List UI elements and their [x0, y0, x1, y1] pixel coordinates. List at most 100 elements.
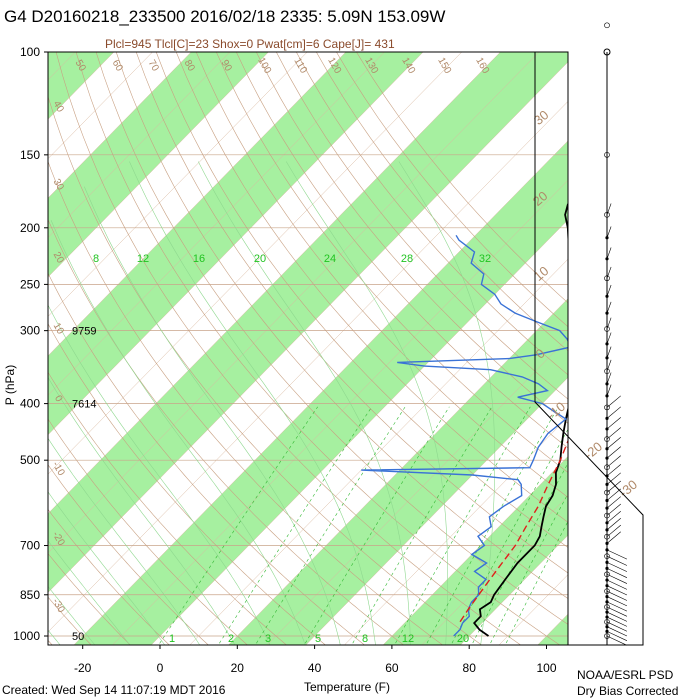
moist-adiabat — [285, 161, 448, 645]
dry-adiabat — [48, 95, 483, 645]
moist-adiabat — [398, 161, 496, 645]
dry-adiabat-left-label: 30 — [51, 177, 66, 193]
x-tick-label: 40 — [308, 661, 322, 675]
dry-adiabat-label: 60 — [110, 58, 125, 74]
moist-adiabats — [48, 161, 496, 645]
isotherm-line — [421, 495, 568, 645]
wind-barb — [606, 585, 628, 596]
isotherm-line — [266, 337, 568, 645]
y-axis-label: P (hPa) — [3, 365, 17, 405]
mixing-ratio-line — [158, 406, 318, 645]
wind-barb — [606, 549, 628, 560]
isobar-lines — [48, 52, 568, 637]
isotherm-band — [48, 52, 568, 593]
isotherm-line — [344, 416, 568, 645]
x-axis-label: Temperature (F) — [304, 680, 390, 694]
isotherm-line — [48, 52, 385, 396]
dry-adiabat — [155, 52, 568, 548]
wind-level-marker — [605, 416, 609, 420]
wind-level-marker — [605, 482, 609, 486]
wind-level-marker — [604, 588, 610, 594]
mixing-ratio-label: 8 — [93, 253, 99, 265]
wind-level-marker — [604, 512, 610, 519]
isotherm-line — [48, 52, 192, 199]
x-tick-label: 60 — [385, 661, 399, 675]
wind-level-marker — [604, 211, 610, 218]
moist-adiabat — [48, 376, 236, 645]
dry-adiabat — [48, 553, 131, 645]
wind-barb — [606, 372, 612, 384]
dry-adiabat-left-label: 40 — [51, 99, 66, 115]
mixing-ratio-label: 12 — [137, 253, 149, 265]
wind-barb — [606, 395, 621, 408]
wind-level-marker — [605, 498, 609, 503]
mixing-ratio-line — [450, 428, 568, 645]
wind-barb — [606, 635, 628, 646]
dry-adiabat — [0, 25, 16, 648]
wind-level-marker — [605, 566, 609, 570]
dry-adiabat-left-label: -30 — [50, 597, 67, 615]
isotherm-line — [48, 61, 568, 593]
wind-level-marker — [605, 382, 609, 386]
y-tick-label: 1000 — [13, 629, 40, 643]
dry-adiabat — [215, 52, 568, 473]
wind-barb — [606, 596, 628, 607]
isotherm-line — [689, 25, 700, 648]
dry-adiabat — [235, 52, 568, 449]
mixing-ratio-line — [471, 462, 568, 645]
isotherm-line — [189, 258, 568, 645]
wind-barb — [606, 203, 612, 215]
mixing-ratio-label: 16 — [193, 253, 205, 265]
chart-params: Plcl=945 Tlcl[C]=23 Shox=0 Pwat[cm]=6 Ca… — [105, 37, 395, 51]
y-tick-label: 500 — [20, 453, 40, 467]
dry-adiabat-label: 70 — [146, 58, 161, 74]
dry-adiabat-label: 50 — [73, 58, 88, 74]
wind-level-marker — [605, 342, 609, 346]
created-timestamp: Created: Wed Sep 14 11:07:19 MDT 2016 — [2, 683, 226, 697]
dry-adiabat — [135, 52, 568, 574]
wind-barb — [606, 606, 628, 617]
moist-adiabat — [48, 304, 271, 645]
wind-barb — [606, 346, 612, 358]
isotherm-line — [382, 455, 568, 645]
wind-barb — [606, 626, 628, 637]
moist-adiabat — [50, 219, 306, 645]
wind-level-marker — [604, 152, 610, 158]
mixing-ratio-line — [351, 406, 493, 645]
dry-adiabat-label: 110 — [291, 56, 309, 76]
isotherm-line — [112, 179, 568, 645]
wind-level-marker — [605, 427, 609, 431]
wind-barb — [606, 464, 621, 477]
wind-barb — [606, 359, 612, 372]
wind-barb — [606, 446, 621, 459]
mixing-ratio-lower-label: 2 — [228, 633, 234, 645]
dry-adiabats — [0, 25, 568, 648]
y-tick-label: 400 — [20, 397, 40, 411]
mixing-ratio-label: 24 — [324, 253, 336, 265]
wind-barb — [606, 384, 612, 396]
height-label: 7614 — [72, 399, 96, 411]
moist-adiabat — [129, 161, 376, 645]
wind-level-marker — [604, 553, 610, 559]
wind-barb — [606, 611, 628, 622]
wind-level-marker — [604, 404, 610, 411]
wind-barb — [606, 518, 621, 531]
y-tick-label: 250 — [20, 277, 40, 291]
wind-level-marker — [605, 541, 609, 545]
wind-level-marker — [604, 436, 610, 442]
moist-adiabat — [197, 161, 411, 645]
dry-adiabat — [48, 508, 170, 645]
wind-barb — [606, 266, 612, 279]
wind-barb — [606, 247, 612, 259]
wind-level-marker — [605, 625, 609, 629]
wind-level-marker — [604, 489, 610, 496]
wind-level-marker — [605, 521, 609, 525]
moist-adiabat — [48, 540, 131, 645]
wind-level-marker — [605, 311, 609, 315]
wind-level-marker — [605, 584, 609, 588]
wind-level-marker — [604, 633, 610, 639]
mixing-ratio-label: 20 — [254, 253, 266, 265]
parcel-line — [459, 439, 568, 623]
dry-adiabat — [336, 52, 568, 328]
